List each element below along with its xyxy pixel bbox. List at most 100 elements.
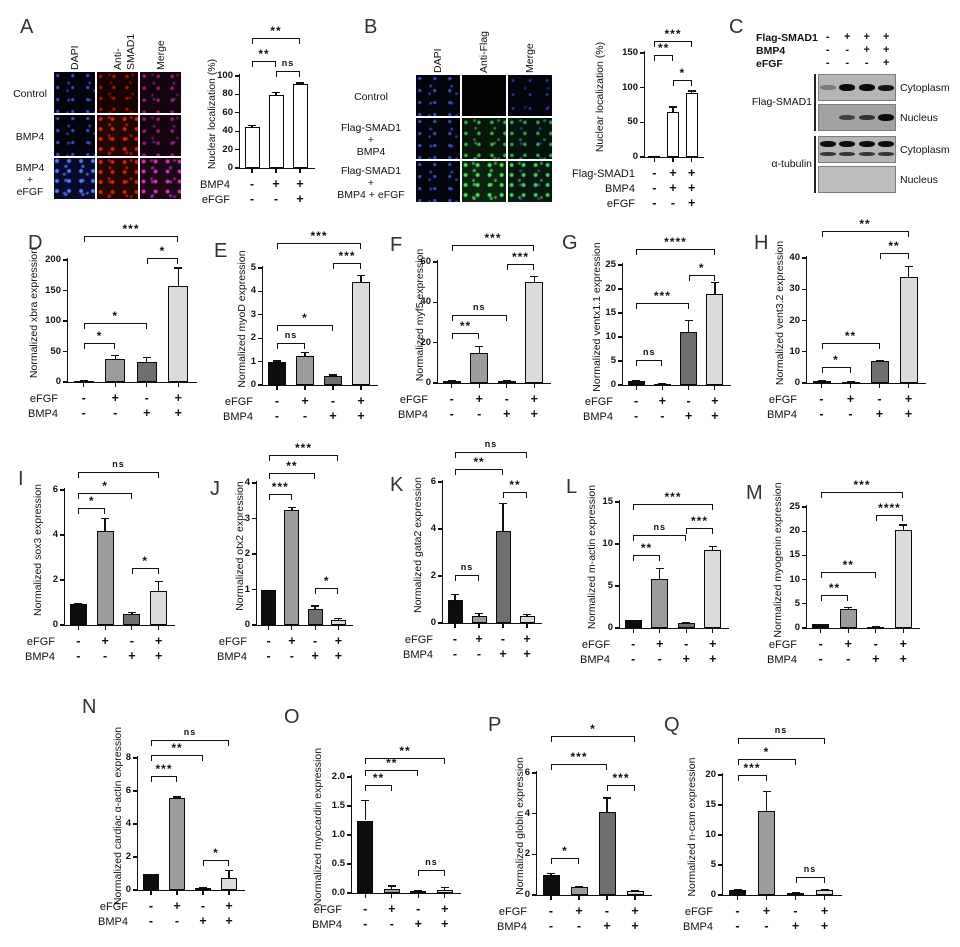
condition-sign: +: [683, 652, 690, 666]
x-tick-mark: [360, 386, 361, 390]
fraction-label: Cytoplasm: [900, 144, 950, 156]
bar: [706, 294, 723, 385]
y-tick-mark: [532, 772, 536, 773]
condition-sign: -: [274, 192, 278, 206]
y-axis-line: [722, 773, 723, 895]
significance-bracket: [821, 572, 876, 578]
condition-sign: -: [175, 914, 179, 928]
significance-label: ***: [664, 490, 681, 504]
y-axis-title: Normalized myf5 expression: [414, 248, 426, 380]
row-label: Control: [8, 88, 52, 100]
x-tick-mark: [268, 626, 269, 630]
bar: [284, 510, 299, 625]
condition-sign: -: [865, 57, 869, 69]
y-tick-label: 5: [611, 355, 616, 366]
error-bar-cap: [475, 613, 483, 614]
condition-sign: -: [149, 914, 153, 928]
y-axis-title: Normalized myoD expression: [236, 250, 248, 387]
error-bar-cap: [357, 275, 365, 276]
blot-group-bracket: [814, 74, 816, 131]
error-bar-cap: [603, 797, 611, 798]
y-tick-label: 20: [705, 769, 716, 780]
significance-label: ****: [878, 501, 901, 515]
y-tick-label: 6: [53, 484, 58, 495]
condition-sign: -: [275, 394, 279, 408]
y-tick-label: 0: [426, 377, 431, 388]
y-tick-mark: [133, 757, 137, 758]
y-tick-mark: [802, 320, 806, 321]
x-tick-mark: [712, 629, 713, 633]
significance-label: **: [286, 459, 297, 473]
significance-label: *: [142, 554, 148, 568]
condition-sign: -: [82, 406, 86, 420]
bar: [268, 362, 286, 385]
column-header: DAPI: [69, 16, 82, 70]
x-tick-mark: [78, 626, 79, 630]
condition-sign: +: [311, 649, 318, 663]
y-tick-mark: [618, 264, 622, 265]
y-tick-label: 0: [228, 162, 233, 173]
significance-bracket: [269, 494, 292, 500]
y-tick-mark: [438, 528, 442, 529]
significance-label: ns: [473, 302, 486, 312]
condition-sign: -: [735, 904, 739, 918]
condition-sign: -: [819, 407, 823, 421]
bar: [599, 812, 616, 895]
significance-label: *: [590, 722, 596, 736]
bar: [729, 890, 746, 895]
error-bar-cap: [658, 383, 666, 384]
significance-bracket: [633, 555, 660, 561]
y-tick-mark: [235, 75, 239, 76]
y-tick-mark: [532, 894, 536, 895]
bar: [686, 93, 698, 157]
condition-sign: -: [819, 637, 823, 651]
y-tick-mark: [438, 481, 442, 482]
significance-bracket: [84, 343, 116, 349]
error-bar-cap: [682, 622, 690, 623]
y-tick-mark: [640, 156, 644, 157]
x-tick-mark: [903, 629, 904, 633]
y-tick-mark: [640, 52, 644, 53]
error-bar-cap: [329, 374, 337, 375]
bar: [520, 616, 535, 623]
condition-sign: +: [225, 899, 232, 913]
condition-sign: -: [275, 409, 279, 423]
x-tick-mark: [820, 629, 821, 633]
x-tick-mark: [686, 629, 687, 633]
condition-sign: -: [634, 409, 638, 423]
bar: [384, 889, 400, 893]
y-tick-mark: [133, 823, 137, 824]
error-bar-cap: [503, 380, 511, 381]
y-tick-mark: [718, 804, 722, 805]
protein-band: [859, 115, 875, 120]
significance-label: ***: [338, 249, 355, 263]
condition-sign: +: [357, 409, 364, 423]
bar: [97, 531, 114, 626]
condition-sign: -: [363, 917, 367, 931]
error-bar-cap: [629, 620, 637, 621]
significance-bracket: [277, 325, 333, 331]
significance-bracket: [365, 758, 445, 764]
bar: [331, 620, 346, 625]
significance-bracket: [455, 469, 503, 475]
column-header: Anti-SMAD1: [112, 16, 138, 70]
fluorescence-image: [508, 75, 552, 116]
bar: [871, 361, 889, 383]
y-tick-mark: [252, 589, 256, 590]
y-tick-mark: [235, 112, 239, 113]
error-bar-stem: [502, 503, 503, 531]
y-tick-mark: [347, 863, 351, 864]
y-tick-label: 0: [251, 379, 256, 390]
error-bar-cap: [685, 320, 693, 321]
significance-label: **: [270, 24, 281, 38]
y-tick-label: 200: [45, 254, 61, 265]
fluorescence-image: [54, 115, 95, 156]
error-bar-stem: [659, 568, 660, 580]
x-tick-mark: [824, 896, 825, 900]
significance-label: *: [833, 353, 839, 367]
x-tick-mark: [654, 158, 655, 162]
